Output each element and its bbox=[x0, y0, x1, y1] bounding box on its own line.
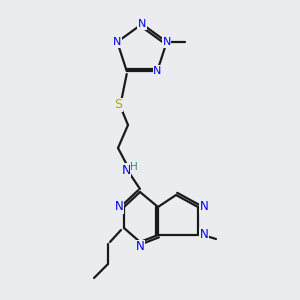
Text: N: N bbox=[200, 229, 208, 242]
Text: S: S bbox=[114, 98, 122, 112]
Text: N: N bbox=[136, 241, 144, 254]
Text: N: N bbox=[138, 19, 146, 29]
Text: N: N bbox=[113, 37, 122, 47]
Text: N: N bbox=[163, 37, 171, 47]
Text: N: N bbox=[121, 164, 131, 176]
Text: N: N bbox=[115, 200, 123, 214]
Text: N: N bbox=[200, 200, 208, 214]
Text: H: H bbox=[130, 162, 138, 172]
Text: N: N bbox=[153, 66, 161, 76]
